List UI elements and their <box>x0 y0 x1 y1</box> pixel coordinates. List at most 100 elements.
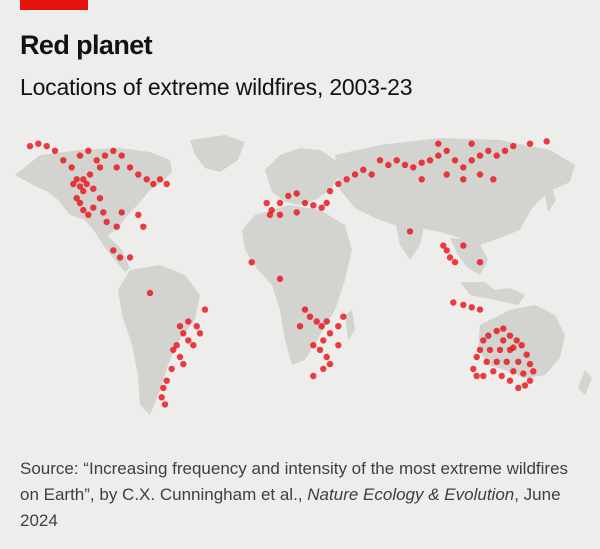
fire-dot-europe-mediterranean <box>323 199 330 207</box>
fire-dot-australia <box>510 344 517 351</box>
fire-dot-western-north-america <box>60 157 67 164</box>
fire-dot-siberia <box>426 157 434 164</box>
source-journal: Nature Ecology & Evolution <box>307 485 515 504</box>
fire-dot-western-north-america <box>76 199 84 207</box>
fire-dot-south-america <box>193 323 200 330</box>
fire-dot-australia <box>480 337 487 344</box>
fire-dot-australia <box>476 346 484 354</box>
fire-dot-siberia <box>468 140 475 147</box>
fire-dot-africa <box>276 275 284 282</box>
fire-dot-africa <box>310 372 317 380</box>
fire-dot-asia-south <box>476 306 484 313</box>
fire-dot-western-north-america <box>118 152 125 159</box>
fire-dot-australia <box>506 377 514 384</box>
fire-dot-australia <box>473 372 480 380</box>
fire-dot-australia <box>496 346 504 354</box>
fire-dot-australia <box>483 358 490 365</box>
fire-dot-europe-mediterranean <box>293 190 300 197</box>
fire-dot-western-north-america <box>143 176 150 183</box>
fire-dot-australia <box>490 368 497 375</box>
australia-land <box>478 305 565 378</box>
fire-dot-asia-south <box>450 299 457 306</box>
fire-dot-south-america <box>185 318 192 325</box>
madagascar-land <box>345 310 355 340</box>
fire-dot-siberia <box>443 171 450 178</box>
japan-land <box>545 188 556 212</box>
fire-dot-europe-mediterranean <box>335 180 342 188</box>
fire-dot-western-north-america <box>85 211 92 218</box>
fire-dot-western-north-america <box>93 157 100 164</box>
fire-dot-western-north-america <box>140 223 147 230</box>
fire-dot-asia-south <box>446 254 454 261</box>
fire-dot-south-america <box>170 346 177 354</box>
fire-dot-south-america <box>173 342 180 349</box>
fire-dot-siberia <box>476 171 484 178</box>
fire-dot-australia <box>493 358 500 365</box>
fire-dot-europe-mediterranean <box>293 209 300 216</box>
fire-dot-africa <box>320 337 327 344</box>
fire-dot-africa <box>310 342 317 349</box>
fire-dot-europe-mediterranean <box>310 202 317 209</box>
europe-land <box>265 148 340 205</box>
asia-land <box>335 138 575 245</box>
fire-dot-south-america <box>163 377 170 384</box>
fire-dot-western-north-america <box>103 218 110 226</box>
fire-dot-africa <box>323 318 330 325</box>
fire-dot-western-north-america <box>80 206 87 214</box>
fire-dot-australia <box>500 337 507 344</box>
fire-dot-asia-south <box>406 228 414 235</box>
fire-dot-asia-south <box>440 242 447 249</box>
fire-dot-africa <box>318 323 325 330</box>
fire-dot-south-america <box>146 289 154 297</box>
india-land <box>395 220 425 260</box>
fire-dot-asia-south <box>476 259 484 266</box>
fire-dot-western-north-america <box>96 164 104 171</box>
fire-dot-siberia <box>526 140 534 147</box>
fire-dot-australia <box>510 368 517 375</box>
fire-dot-australia <box>503 358 510 365</box>
world-map <box>15 135 592 415</box>
fire-dot-europe-mediterranean <box>318 204 325 211</box>
fire-dot-australia <box>515 384 522 392</box>
fire-dot-south-america <box>176 353 184 361</box>
indonesia-land <box>460 282 525 305</box>
source-prefix: Source: “Increasing frequency and intens… <box>20 459 569 504</box>
fire-dot-siberia <box>418 159 425 166</box>
fire-dot-siberia <box>510 142 517 150</box>
north-america-land <box>15 148 172 238</box>
fire-markers <box>26 138 550 408</box>
fire-dot-south-america <box>180 330 187 337</box>
fire-dot-australia <box>520 370 527 377</box>
fire-dot-africa <box>323 353 330 361</box>
fire-dot-africa <box>326 330 334 337</box>
fire-dot-europe-mediterranean <box>360 166 367 173</box>
fire-dot-siberia <box>443 147 450 154</box>
fire-dot-siberia <box>485 147 492 154</box>
fire-dot-australia <box>513 337 520 344</box>
fire-dot-south-america <box>161 401 169 408</box>
fire-dot-western-north-america <box>113 164 120 171</box>
fire-dot-western-north-america <box>86 171 94 178</box>
landmasses <box>15 135 592 415</box>
fire-dot-siberia <box>376 157 384 164</box>
fire-dot-africa <box>313 318 320 325</box>
source-suffix: , June 2024 <box>20 485 561 530</box>
fire-dot-europe-mediterranean <box>263 199 270 207</box>
fire-dot-western-north-america <box>90 185 97 192</box>
fire-dot-australia <box>486 346 494 354</box>
fire-dot-western-north-america <box>73 195 80 202</box>
fire-dot-siberia <box>401 161 409 169</box>
fire-dot-western-north-america <box>90 204 97 211</box>
fire-dot-south-america <box>201 306 209 313</box>
fire-dot-siberia <box>476 152 484 159</box>
fire-dot-africa <box>296 323 304 330</box>
fire-dot-western-north-america <box>96 195 104 202</box>
fire-dot-western-north-america <box>116 254 124 261</box>
fire-dot-australia <box>506 332 514 339</box>
fire-dot-western-north-america <box>126 164 134 171</box>
south-america-land <box>118 265 200 415</box>
fire-dot-south-america <box>168 365 175 373</box>
fire-dot-europe-mediterranean <box>248 259 255 266</box>
fire-dot-western-north-america <box>101 152 109 159</box>
fire-dot-western-north-america <box>110 147 117 154</box>
